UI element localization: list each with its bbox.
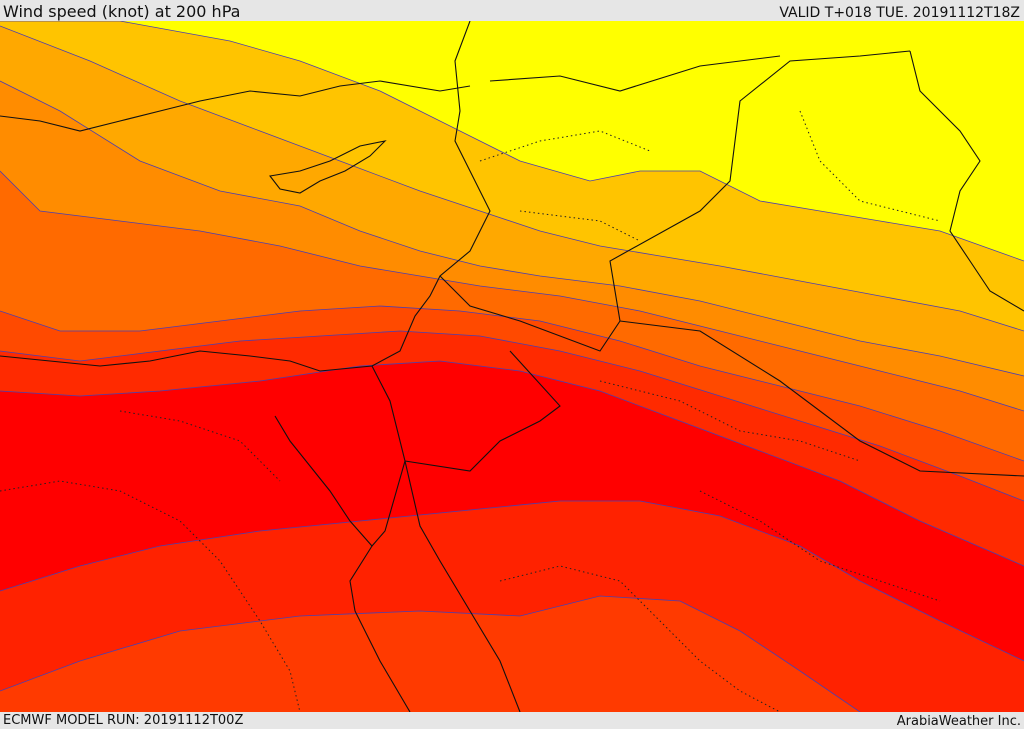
contour-line-lower-1 xyxy=(0,500,1024,662)
footer-bar: ECMWF MODEL RUN: 20191112T00Z ArabiaWeat… xyxy=(0,712,1024,729)
contour-line-1 xyxy=(0,21,1024,262)
border-line-6 xyxy=(269,140,387,194)
band-lower-2 xyxy=(0,596,1024,712)
border-line-5 xyxy=(404,460,521,712)
contour-line-3 xyxy=(0,80,1024,377)
header-bar: Wind speed (knot) at 200 hPa VALID T+018… xyxy=(0,0,1024,21)
border-line-11 xyxy=(489,55,781,92)
province-boundary-2 xyxy=(499,565,781,712)
contour-line-4 xyxy=(0,170,1024,412)
contour-line-2 xyxy=(0,25,1024,332)
border-line-9 xyxy=(404,350,561,472)
model-run: ECMWF MODEL RUN: 20191112T00Z xyxy=(3,713,244,728)
map-title: Wind speed (knot) at 200 hPa xyxy=(3,2,241,21)
credit: ArabiaWeather Inc. xyxy=(896,714,1021,729)
contour-line-7 xyxy=(0,360,1024,567)
contour-line-6 xyxy=(0,330,1024,502)
wind-speed-map[interactable] xyxy=(0,21,1024,712)
contour-line-5 xyxy=(0,305,1024,462)
province-boundary-4 xyxy=(479,130,651,162)
border-line-10 xyxy=(619,320,1024,477)
border-line-12 xyxy=(909,50,1024,312)
border-line-1 xyxy=(371,21,491,367)
border-line-2 xyxy=(0,350,373,372)
province-boundary-5 xyxy=(599,380,861,462)
border-line-4 xyxy=(349,545,411,712)
province-boundary-1 xyxy=(0,480,301,712)
border-line-8 xyxy=(439,50,911,352)
border-line-7 xyxy=(0,80,471,132)
valid-time: VALID T+018 TUE. 20191112T18Z xyxy=(779,5,1020,21)
contour-line-lower-2 xyxy=(0,595,861,712)
